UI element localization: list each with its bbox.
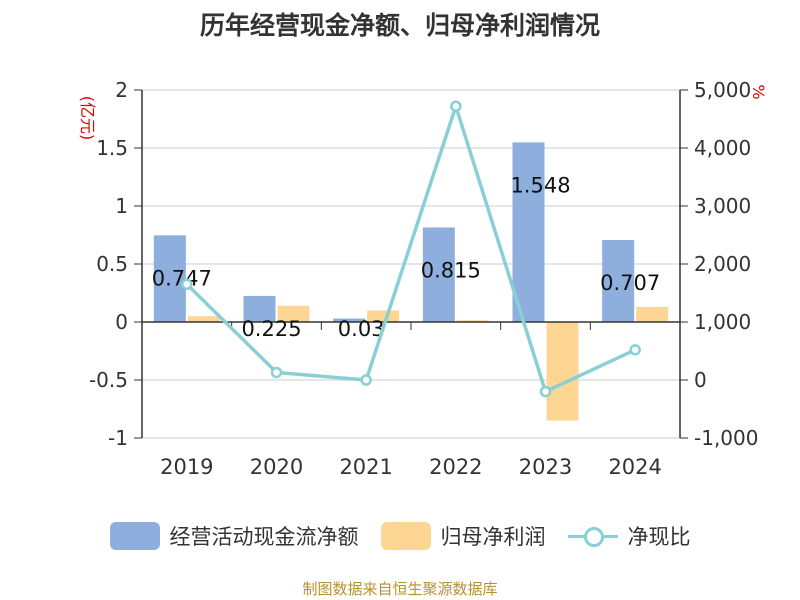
y-right-tick-label: 0: [694, 368, 707, 392]
legend-item-ratio[interactable]: 净现比: [567, 521, 691, 551]
legend-item-cashflow[interactable]: 经营活动现金流净额: [109, 521, 359, 551]
x-tick-label: 2023: [519, 455, 572, 479]
bar-cashflow: [153, 235, 186, 322]
point-ratio: [181, 278, 193, 291]
legend-swatch-netprofit: [380, 522, 431, 550]
data-label-cashflow: 0.815: [421, 258, 481, 282]
y-right-tick-label: 3,000: [694, 194, 751, 218]
legend-item-netprofit[interactable]: 归母净利润: [380, 521, 546, 551]
y-left-tick-label: 2: [115, 78, 128, 102]
bar-netprofit: [456, 320, 489, 322]
data-label-cashflow: 0.225: [241, 317, 301, 341]
y-left-tick-label: 0.5: [96, 252, 128, 276]
legend-label-netprofit: 归母净利润: [440, 525, 546, 549]
bar-cashflow: [512, 142, 545, 322]
data-label-cashflow: 0.03: [338, 317, 385, 341]
x-tick-label: 2019: [160, 455, 213, 479]
y-right-tick-label: 4,000: [694, 136, 751, 160]
source-note: 制图数据来自恒生聚源数据库: [302, 580, 498, 598]
x-tick-label: 2022: [429, 455, 482, 479]
bar-cashflow: [422, 227, 455, 322]
legend-label-ratio: 净现比: [627, 525, 691, 549]
x-tick-label: 2021: [339, 455, 392, 479]
bar-cashflow: [243, 295, 276, 322]
point-ratio: [629, 344, 641, 356]
bar-cashflow: [602, 239, 635, 322]
y-left-tick-label: 1.5: [96, 136, 128, 160]
y-left-unit: (亿元): [78, 96, 97, 141]
y-right-tick-label: 5,000: [694, 78, 751, 102]
data-label-cashflow: 1.548: [510, 173, 570, 197]
y-right-tick-label: -1,000: [694, 426, 758, 450]
bar-cashflow: [333, 318, 366, 322]
chart-title: 历年经营现金净额、归母净利润情况: [199, 11, 600, 40]
data-label-cashflow: 0.707: [600, 271, 660, 295]
y-right-tick-label: 1,000: [694, 310, 751, 334]
x-tick-label: 2024: [608, 455, 661, 479]
point-ratio: [270, 366, 283, 379]
bar-netprofit: [636, 306, 669, 322]
y-right-unit: %: [749, 84, 768, 99]
bar-netprofit: [187, 316, 220, 322]
legend-swatch-cashflow: [109, 522, 160, 550]
bar-netprofit: [367, 310, 400, 322]
bar-netprofit: [546, 322, 579, 421]
bar-netprofit: [277, 305, 310, 322]
line-ratio: [185, 100, 636, 395]
y-left-tick-label: -0.5: [89, 368, 128, 392]
x-tick-label: 2020: [250, 455, 303, 479]
y-left-tick-label: -1: [108, 426, 128, 450]
point-ratio: [360, 374, 372, 386]
point-ratio: [450, 100, 462, 112]
legend-swatch-ratio: [567, 522, 618, 550]
legend: 经营活动现金流净额 归母净利润 净现比: [0, 518, 800, 554]
y-left-tick-label: 0: [115, 310, 128, 334]
y-right-tick-label: 2,000: [694, 252, 751, 276]
y-left-tick-label: 1: [115, 194, 128, 218]
legend-label-cashflow: 经营活动现金流净额: [169, 525, 359, 549]
point-ratio: [539, 385, 552, 398]
